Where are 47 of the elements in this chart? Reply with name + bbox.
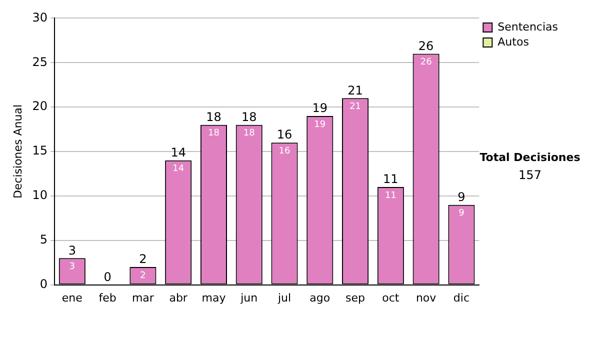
legend-label: Sentencias xyxy=(498,20,558,34)
y-tick-label: 30 xyxy=(32,10,48,24)
y-tick-label: 15 xyxy=(32,144,48,158)
x-tick-label: nov xyxy=(416,291,437,304)
total-label: 21 xyxy=(348,83,363,98)
y-tick-label: 20 xyxy=(32,99,48,114)
text: Total Decisiones xyxy=(480,150,581,164)
data-label: 18 xyxy=(243,128,256,139)
data-label: 11 xyxy=(384,190,396,201)
y-tick-label: 5 xyxy=(40,232,48,246)
x-tick-label: jun xyxy=(240,291,258,304)
total-label: 18 xyxy=(241,110,257,124)
total-label: 3 xyxy=(68,243,76,258)
data-label: 9 xyxy=(458,208,465,219)
y-tick-label: 25 xyxy=(32,54,48,69)
data-label: 2 xyxy=(140,270,146,281)
data-label: 16 xyxy=(278,146,291,156)
text: 157 xyxy=(518,168,542,182)
y-tick-label: 10 xyxy=(32,188,48,202)
total-label: 2 xyxy=(139,252,147,266)
legend-label: Autos xyxy=(498,35,530,48)
x-tick-label: ago xyxy=(310,291,330,304)
total-label: 16 xyxy=(276,128,292,142)
x-tick-label: sep xyxy=(346,291,366,304)
total-label: 11 xyxy=(383,172,398,186)
x-tick-label: oct xyxy=(382,291,400,304)
total-label: 18 xyxy=(206,110,222,124)
total-label: 14 xyxy=(170,146,186,160)
total-label: 0 xyxy=(104,270,112,284)
data-label: 14 xyxy=(172,164,184,174)
data-label: 3 xyxy=(69,262,76,272)
x-tick-label: mar xyxy=(132,291,154,304)
total-label: 9 xyxy=(458,190,466,204)
data-label: 26 xyxy=(420,58,432,68)
x-tick-label: feb xyxy=(98,291,116,304)
total-label: 26 xyxy=(418,38,434,53)
total-label: 19 xyxy=(312,101,328,116)
x-tick-label: abr xyxy=(169,291,188,304)
y-tick-label: 0 xyxy=(40,276,48,291)
x-tick-label: may xyxy=(202,291,226,304)
x-tick-label: ene xyxy=(62,291,83,304)
x-tick-label: dic xyxy=(453,291,470,304)
data-label: 18 xyxy=(208,128,220,139)
data-label: 19 xyxy=(314,120,326,130)
y-axis-title: Decisiones Anual xyxy=(11,104,24,199)
x-tick-label: jul xyxy=(276,291,292,304)
data-label: 21 xyxy=(350,102,362,112)
